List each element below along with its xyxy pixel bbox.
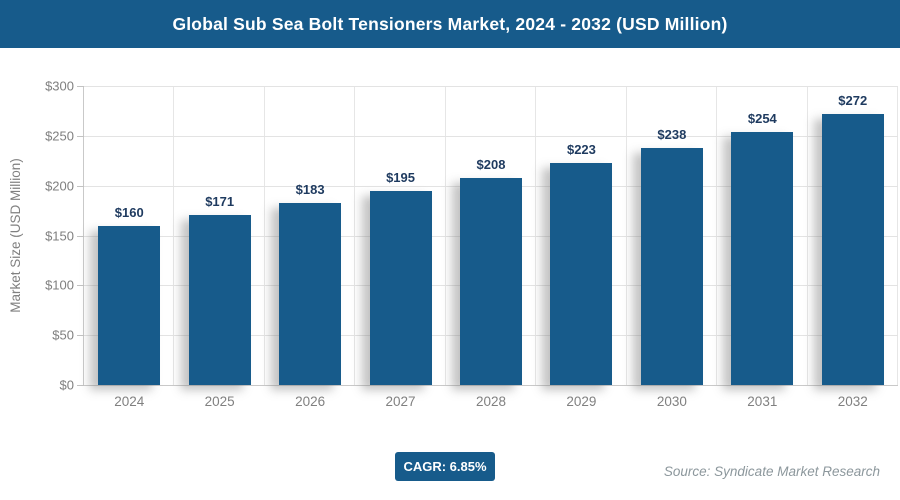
bar-value-label: $171 xyxy=(205,193,235,209)
y-tick-label: $250 xyxy=(45,128,74,144)
cagr-badge: CAGR: 6.85% xyxy=(395,452,495,481)
bar-slot: $238 2030 xyxy=(627,86,717,409)
bar-value-label: $195 xyxy=(386,169,415,185)
bar-value-label: $272 xyxy=(838,92,868,108)
y-tick-mark xyxy=(77,235,84,237)
y-tick-mark xyxy=(77,135,84,137)
horizontal-gridline xyxy=(84,86,898,87)
y-tick-label: $300 xyxy=(45,78,74,94)
bar-2029 xyxy=(550,162,613,385)
bar-value-label: $183 xyxy=(295,181,325,197)
y-tick-label: $200 xyxy=(45,178,74,194)
bar-slot: $160 2024 xyxy=(84,86,174,409)
y-tick-label: $50 xyxy=(52,327,74,343)
bar-slot: $208 2028 xyxy=(446,86,536,409)
bar-2027 xyxy=(369,190,432,385)
y-tick-mark xyxy=(77,86,84,87)
x-tick-label: 2025 xyxy=(204,394,235,409)
bar-value-label: $238 xyxy=(657,126,687,142)
bar-slot: $183 2026 xyxy=(265,86,355,409)
x-tick-label: 2031 xyxy=(747,394,778,409)
chart-title-bar: Global Sub Sea Bolt Tensioners Market, 2… xyxy=(0,0,900,48)
x-tick-label: 2024 xyxy=(114,394,145,409)
y-tick-mark xyxy=(77,385,84,386)
y-axis-title: Market Size (USD Million) xyxy=(2,86,28,385)
bar-2028 xyxy=(459,177,522,385)
bar-value-label: $254 xyxy=(747,110,777,126)
bar-2024 xyxy=(98,225,161,385)
y-tick-label: $100 xyxy=(45,277,74,293)
bar-2030 xyxy=(640,147,703,385)
bar-slot: $223 2029 xyxy=(536,86,626,409)
bar-2031 xyxy=(731,131,794,385)
x-tick-label: 2032 xyxy=(837,394,868,409)
y-tick-mark xyxy=(77,285,84,287)
plot-area: $0 $50 $100 $150 $200 $250 $300 $160 2024 $171 202… xyxy=(45,79,898,409)
x-tick-label: 2030 xyxy=(656,394,687,409)
bar-2025 xyxy=(188,214,251,385)
bar-slot: $254 2031 xyxy=(717,86,807,409)
bar-value-label: $208 xyxy=(476,156,506,172)
y-tick-label: $0 xyxy=(59,377,74,393)
x-tick-label: 2028 xyxy=(475,394,506,409)
chart-title: Global Sub Sea Bolt Tensioners Market, 2… xyxy=(172,13,728,34)
x-tick-label: 2029 xyxy=(566,394,597,409)
horizontal-gridline xyxy=(84,135,898,137)
bar-slot: $272 2032 xyxy=(808,86,898,409)
x-tick-label: 2027 xyxy=(385,394,416,409)
y-tick-mark xyxy=(77,335,84,337)
source-note: Source: Syndicate Market Research xyxy=(663,464,880,479)
bar-2032 xyxy=(821,113,884,385)
cagr-badge-label: CAGR: 6.85% xyxy=(403,459,487,474)
bar-2026 xyxy=(279,202,342,385)
y-tick-label: $150 xyxy=(45,228,74,243)
bar-slot: $195 2027 xyxy=(355,86,445,409)
y-tick-mark xyxy=(77,185,84,187)
x-tick-label: 2026 xyxy=(295,394,326,409)
y-axis-title-text: Market Size (USD Million) xyxy=(7,158,23,313)
bar-value-label: $160 xyxy=(114,204,144,220)
bar-value-label: $223 xyxy=(566,141,596,157)
bar-slot: $171 2025 xyxy=(174,86,264,409)
